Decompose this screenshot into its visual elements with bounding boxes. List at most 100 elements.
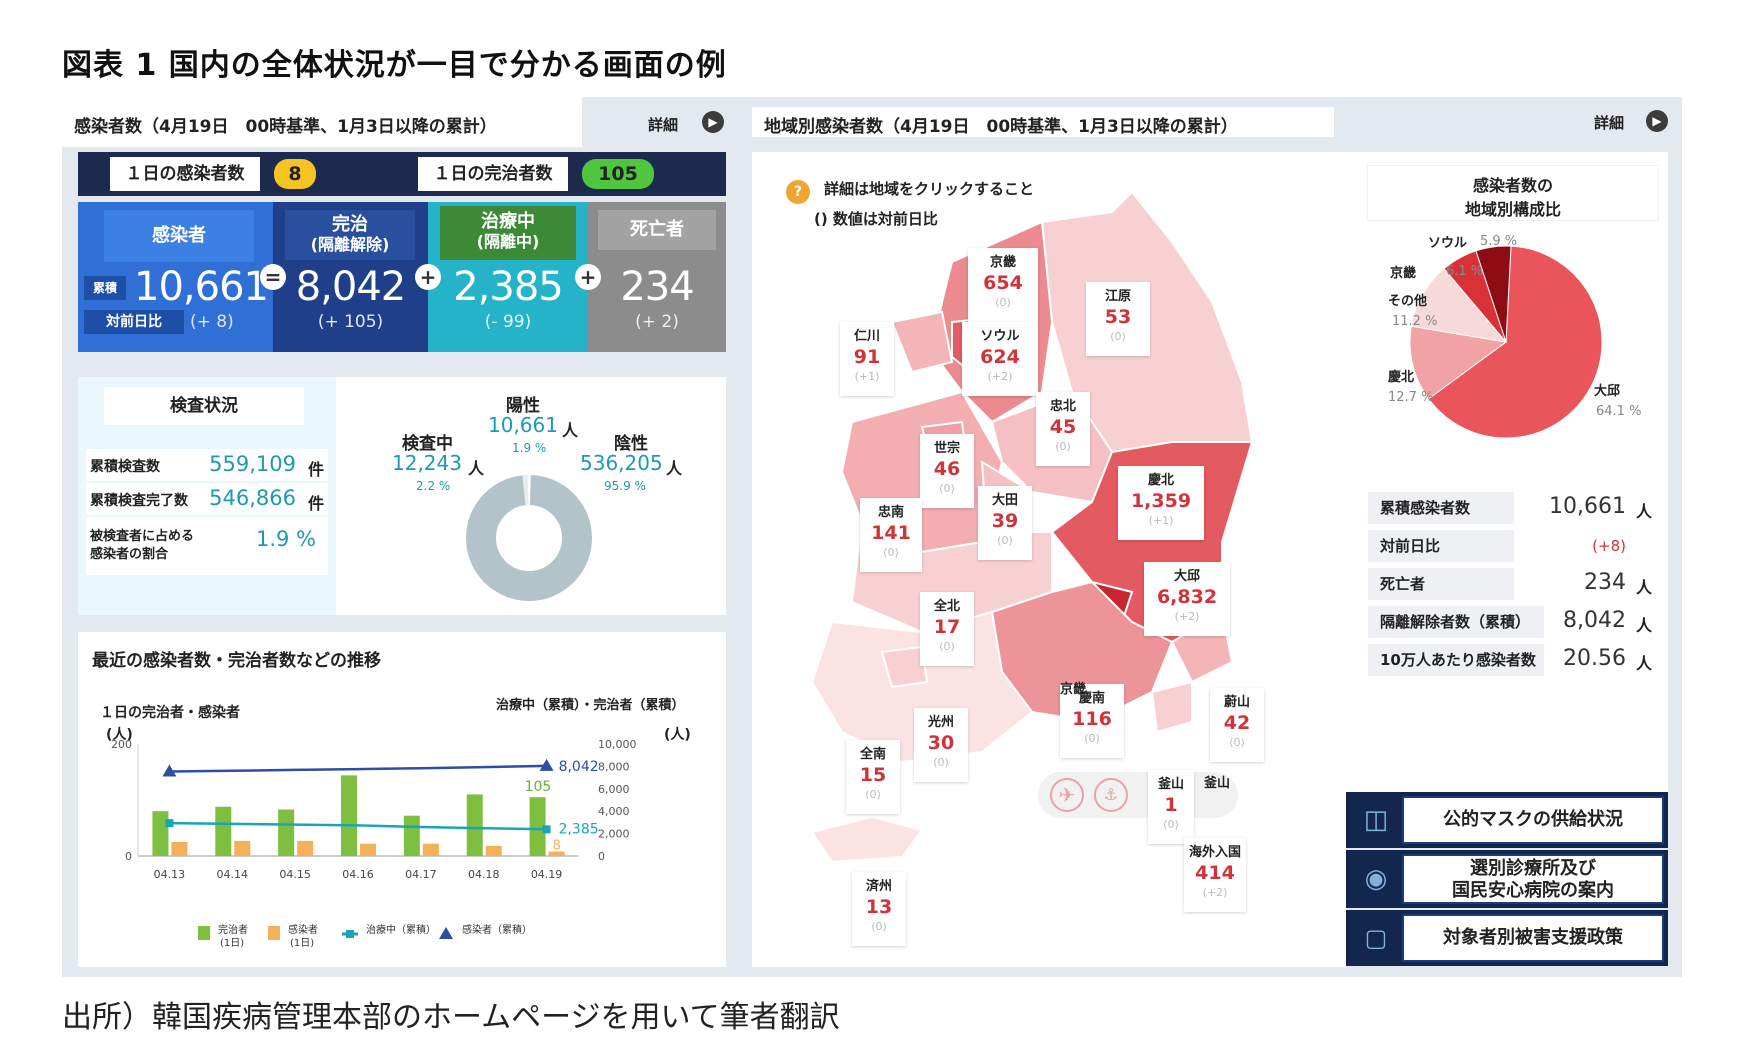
region-box[interactable]: 海外入国 414 (+2) bbox=[1184, 838, 1246, 912]
bar-daily-recovered bbox=[529, 797, 546, 856]
region-incheon[interactable] bbox=[890, 310, 954, 374]
region-box[interactable]: ソウル 624 (+2) bbox=[962, 322, 1038, 396]
airplane-icon[interactable]: ✈ bbox=[1050, 778, 1084, 812]
region-box[interactable]: 忠北 45 (0) bbox=[1036, 392, 1090, 466]
region-name: 海外入国 bbox=[1188, 845, 1241, 860]
region-box[interactable]: 慶南 116 (0) bbox=[1060, 684, 1124, 758]
region-box[interactable]: 江原 53 (0) bbox=[1086, 282, 1150, 356]
region-value: 45 bbox=[1049, 416, 1077, 438]
region-value: 116 bbox=[1072, 708, 1112, 730]
map-panel-header: 地域別感染者数（4月19日 00時基準、1月3日以降の累計） bbox=[764, 117, 1238, 137]
bar-daily-confirmed bbox=[234, 840, 251, 856]
pie-label-pct: 64.1 % bbox=[1596, 404, 1642, 419]
pie-title: 感染者数の 地域別構成比 bbox=[1368, 166, 1658, 220]
region-busan[interactable] bbox=[1150, 680, 1193, 734]
test-row-2: 累積検査完了数 546,866 件 bbox=[86, 483, 328, 515]
daily-recovered-badge: 105 bbox=[582, 159, 654, 189]
testing-status-box: 検査状況 累積検査数 559,109 件 累積検査完了数 546,866 件 被… bbox=[78, 377, 336, 615]
left-detail-link[interactable]: 詳細 bbox=[648, 116, 679, 134]
korea-map bbox=[810, 190, 1254, 864]
region-box[interactable]: 蔚山 42 (0) bbox=[1210, 688, 1264, 762]
region-diff: (0) bbox=[939, 482, 955, 495]
stat-value: 234 bbox=[1584, 570, 1626, 595]
region-name: 釜山 bbox=[1157, 777, 1184, 792]
region-box[interactable]: 世宗 46 (0) bbox=[920, 434, 974, 508]
right-tick-label: 6,000 bbox=[598, 783, 630, 796]
region-box[interactable]: 大邱 6,832 (+2) bbox=[1144, 562, 1230, 636]
positive-pct: 1.9 % bbox=[512, 441, 547, 455]
equals-operator: = bbox=[260, 264, 286, 290]
treating-label: 治療中 (隔離中) bbox=[440, 206, 576, 260]
daily-bar: １日の感染者数 8 １日の完治者数 105 bbox=[78, 152, 726, 196]
region-box[interactable]: 全南 15 (0) bbox=[846, 740, 900, 814]
region-box[interactable]: 済州 13 (0) bbox=[852, 872, 906, 946]
pie-slice[interactable] bbox=[1475, 245, 1512, 343]
clinic-guide-button[interactable]: ◉ 選別診療所及び 国民安心病院の案内 bbox=[1346, 850, 1668, 908]
treating-marker bbox=[542, 825, 551, 834]
region-box[interactable]: 光州 30 (0) bbox=[914, 708, 968, 782]
source-note: 出所）韓国疾病管理本部のホームページを用いて筆者翻訳 bbox=[62, 1000, 840, 1035]
region-box[interactable]: 忠南 141 (0) bbox=[860, 498, 922, 572]
support-policy-button[interactable]: ▢ 対象者別被害支援政策 bbox=[1346, 910, 1668, 966]
ship-icon[interactable]: ⚓ bbox=[1094, 778, 1128, 812]
region-box[interactable]: 仁川 91 (+1) bbox=[840, 322, 894, 396]
treating-value: 2,385 bbox=[453, 264, 564, 310]
map-detail-link[interactable]: 詳細 bbox=[1594, 114, 1625, 132]
stat-label: 対前日比 bbox=[1368, 530, 1514, 562]
treating-tile[interactable]: 治療中 (隔離中) 2,385 (- 99) bbox=[428, 202, 588, 352]
pie-slice[interactable] bbox=[1410, 267, 1508, 343]
pie-slice[interactable] bbox=[1427, 245, 1603, 439]
region-value: 624 bbox=[980, 346, 1020, 368]
mask-supply-button[interactable]: ◫ 公的マスクの供給状況 bbox=[1346, 792, 1668, 848]
bar-daily-recovered bbox=[466, 794, 483, 856]
deaths-tile[interactable]: 死亡者 234 (+ 2) bbox=[588, 202, 726, 352]
bar-daily-confirmed bbox=[360, 843, 376, 856]
map-detail-arrow-icon[interactable]: ▶ bbox=[1646, 110, 1668, 132]
region-diff: (0) bbox=[933, 756, 949, 769]
region-diff: (0) bbox=[1163, 818, 1179, 831]
pie-slice[interactable] bbox=[1409, 325, 1508, 400]
stat-value: (+8) bbox=[1592, 537, 1626, 555]
region-box[interactable]: 慶北 1,359 (+1) bbox=[1118, 466, 1204, 540]
pie-label-pct: 12.7 % bbox=[1388, 390, 1434, 405]
pie-label-pct: 5.9 % bbox=[1480, 234, 1518, 249]
recovered-tile[interactable]: 完治 (隔離解除) 8,042 (+ 105) bbox=[273, 202, 428, 352]
region-diff: (+2) bbox=[1202, 886, 1228, 899]
bar-daily-confirmed bbox=[422, 843, 439, 856]
right-tick-label: 0 bbox=[598, 850, 605, 863]
region-name: 全北 bbox=[933, 599, 960, 614]
region-value: 13 bbox=[865, 896, 893, 918]
region-value: 17 bbox=[933, 616, 961, 638]
region-jeju[interactable] bbox=[810, 815, 924, 864]
legend-label: 治療中（累積） bbox=[366, 923, 436, 936]
region-diff: (0) bbox=[883, 546, 899, 559]
region-name: ソウル bbox=[980, 329, 1020, 344]
region-name: 全南 bbox=[859, 747, 886, 762]
left-detail-arrow-icon[interactable]: ▶ bbox=[702, 111, 724, 133]
recovered-label: 完治 (隔離解除) bbox=[285, 210, 415, 260]
legend-label: 感染者（累積） bbox=[462, 923, 532, 936]
region-box[interactable]: 全北 17 (0) bbox=[920, 592, 974, 666]
bar-daily-confirmed bbox=[548, 851, 565, 856]
stat-label: 累積感染者数 bbox=[1368, 492, 1514, 524]
region-name: 忠南 bbox=[877, 505, 904, 520]
testing-label: 検査中 bbox=[402, 434, 453, 454]
region-value: 1 bbox=[1164, 794, 1178, 816]
region-diff: (+2) bbox=[1174, 610, 1200, 623]
treating-marker bbox=[165, 819, 174, 828]
confirmed-tile[interactable]: 感染者 累積 10,661 対前日比 (+ 8) bbox=[78, 202, 273, 352]
region-diff: (+1) bbox=[854, 370, 880, 383]
region-diff: (0) bbox=[1055, 440, 1071, 453]
figure-title: 図表 1 国内の全体状況が一目で分かる画面の例 bbox=[62, 48, 727, 83]
testing-title: 検査状況 bbox=[104, 387, 304, 425]
region-box[interactable]: 京畿 654 (0) bbox=[968, 248, 1038, 322]
label-treating: 2,385 bbox=[559, 821, 599, 837]
bar-daily-confirmed bbox=[171, 842, 188, 856]
overseas-transport-pill[interactable]: ✈ ⚓ bbox=[1038, 772, 1238, 818]
region-box[interactable]: 釜山 1 (0) bbox=[1148, 770, 1194, 844]
region-box[interactable]: 大田 39 (0) bbox=[978, 486, 1032, 560]
region-value: 42 bbox=[1223, 712, 1251, 734]
region-gwangju[interactable] bbox=[880, 645, 929, 689]
label-cum-recovered: 8,042 bbox=[559, 759, 599, 775]
stat-value: 10,661 bbox=[1549, 494, 1626, 519]
